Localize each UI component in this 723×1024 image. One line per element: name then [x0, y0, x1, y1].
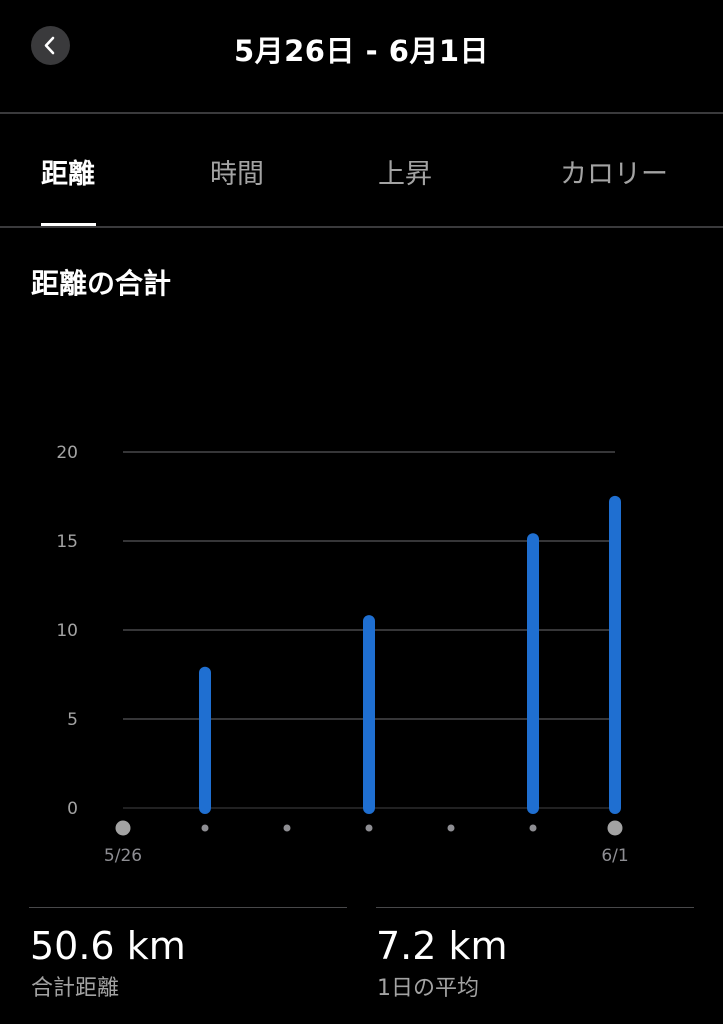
y-tick-label: 0	[67, 799, 78, 819]
total-distance-label: 合計距離	[31, 976, 120, 1001]
y-tick-label: 10	[56, 621, 78, 641]
tab-elevation[interactable]: 上昇	[378, 159, 432, 190]
bar-base	[609, 802, 621, 808]
bar-base	[363, 802, 375, 808]
x-day-marker	[529, 824, 537, 832]
bar-base	[527, 802, 539, 808]
tab-distance[interactable]: 距離	[41, 159, 95, 190]
x-day-marker	[365, 824, 373, 832]
bar-base	[199, 802, 211, 808]
distance-chart: 0 5 10 15 20 5/26 6/1	[56, 443, 628, 866]
x-day-marker	[447, 824, 455, 832]
back-button[interactable]	[31, 26, 70, 65]
stat-divider-total	[29, 907, 347, 908]
x-day-marker	[201, 824, 209, 832]
y-tick-label: 20	[56, 443, 78, 463]
x-day-marker	[283, 824, 291, 832]
header-divider	[0, 112, 723, 114]
x-tick-label: 6/1	[601, 846, 628, 866]
active-tab-indicator	[41, 223, 96, 226]
tab-calories[interactable]: カロリー	[560, 159, 668, 190]
x-day-marker	[115, 820, 131, 836]
tabs-divider	[0, 226, 723, 228]
daily-average-label: 1日の平均	[377, 976, 479, 1001]
page-title: 5月26日 - 6月1日	[233, 34, 490, 68]
stat-divider-average	[376, 907, 694, 908]
y-tick-label: 15	[56, 532, 78, 552]
header: 5月26日 - 6月1日	[0, 0, 723, 112]
chevron-left-icon	[44, 36, 55, 55]
y-tick-label: 5	[67, 710, 78, 730]
total-distance-value: 50.6 km	[30, 924, 186, 968]
x-tick-label: 5/26	[104, 846, 142, 866]
section-title: 距離の合計	[31, 267, 172, 300]
daily-average-value: 7.2 km	[376, 924, 508, 968]
tab-time[interactable]: 時間	[210, 159, 264, 190]
x-day-marker	[607, 820, 623, 836]
